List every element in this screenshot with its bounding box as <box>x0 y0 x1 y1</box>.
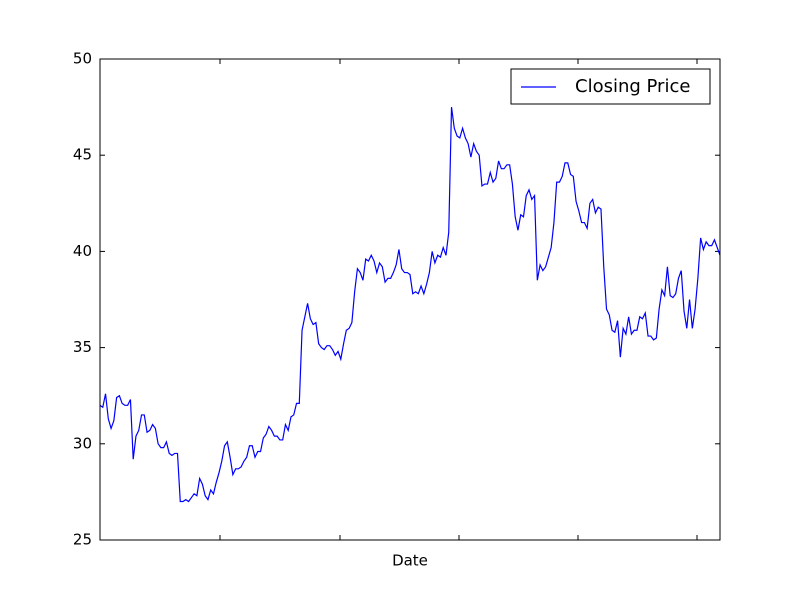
y-tick-label: 40 <box>73 242 92 260</box>
y-tick-label: 30 <box>73 434 92 452</box>
y-tick-label: 35 <box>73 338 92 356</box>
y-tick-label: 50 <box>73 50 92 68</box>
plot-frame <box>99 58 721 541</box>
x-ticks <box>219 59 698 540</box>
legend-label: Closing Price <box>575 76 690 97</box>
legend: Closing Price <box>510 68 711 105</box>
y-tick-label: 25 <box>73 531 92 549</box>
x-axis-label: Date <box>392 552 428 570</box>
line-series <box>99 107 721 503</box>
y-tick-label: 45 <box>73 146 92 164</box>
legend-box <box>510 68 711 105</box>
